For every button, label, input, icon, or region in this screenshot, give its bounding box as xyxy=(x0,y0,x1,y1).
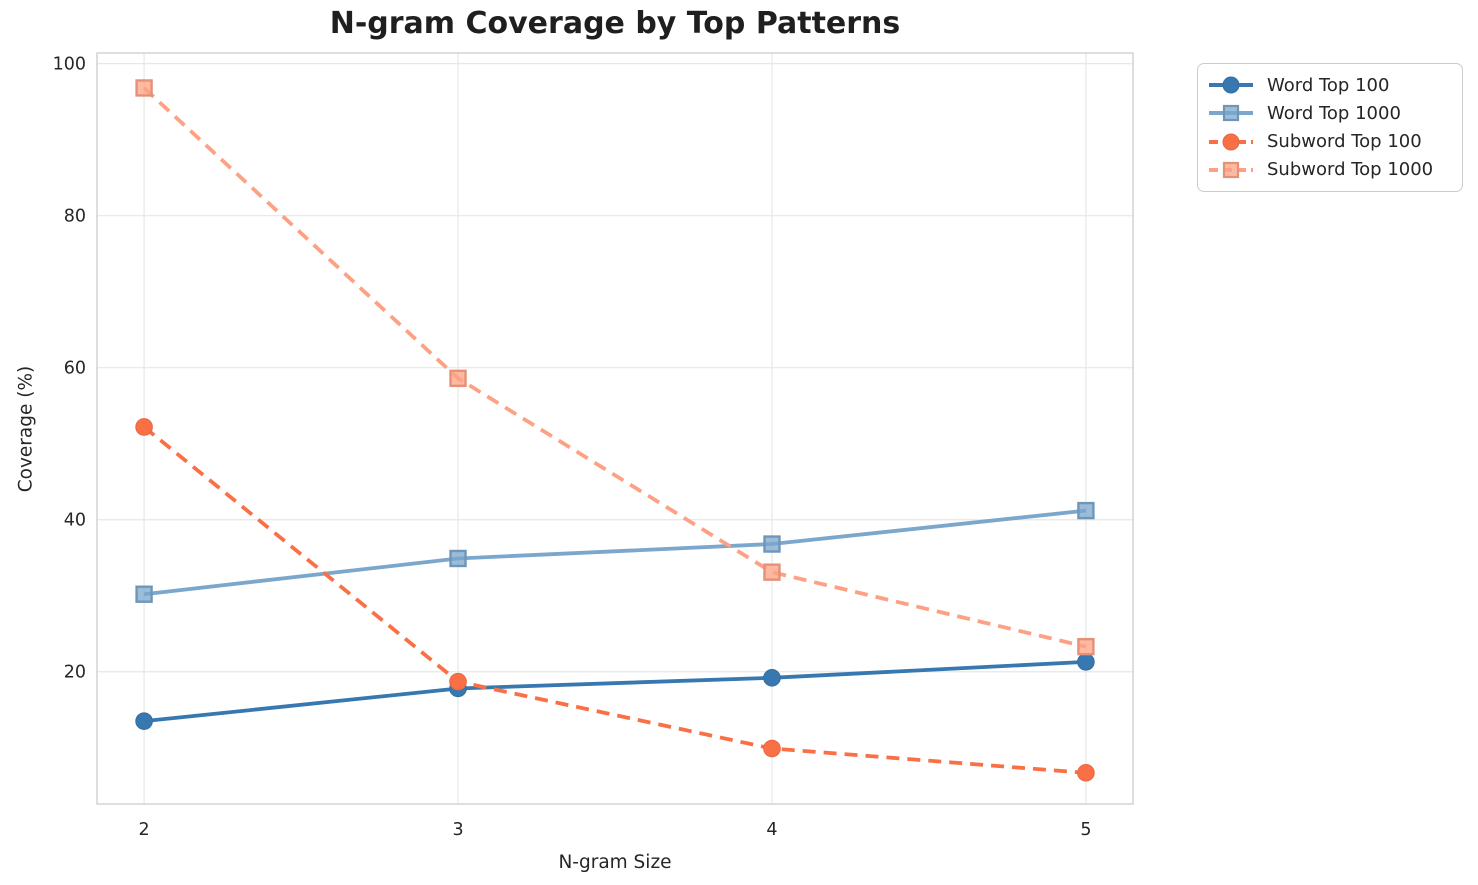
legend-marker xyxy=(1222,105,1240,122)
data-point-2 xyxy=(449,672,467,691)
data-point-1 xyxy=(135,585,153,603)
legend-item-subword-top-1000: Subword Top 1000 xyxy=(1208,156,1448,184)
x-tick-label: 4 xyxy=(766,820,777,840)
y-tick-label: 60 xyxy=(64,359,86,379)
data-point-0 xyxy=(763,669,781,687)
x-axis-label: N-gram Size xyxy=(558,852,672,873)
legend: Word Top 100 Word Top 1000 Subword Top 100… xyxy=(1197,63,1463,192)
series-line-2 xyxy=(142,425,1087,775)
data-point-3 xyxy=(449,369,467,388)
y-tick-label: 80 xyxy=(64,207,86,227)
plot-background xyxy=(97,53,1133,804)
data-point-2 xyxy=(763,739,781,758)
legend-line-sample xyxy=(1209,76,1253,94)
data-point-0 xyxy=(1077,653,1095,671)
y-tick-label: 100 xyxy=(53,55,86,75)
y-tick-label: 40 xyxy=(64,511,86,531)
legend-line-sample xyxy=(1209,161,1253,178)
legend-label: Subword Top 1000 xyxy=(1267,159,1434,181)
data-point-1 xyxy=(1077,501,1095,520)
data-point-1 xyxy=(449,549,467,568)
legend-line-sample xyxy=(1209,105,1253,122)
data-point-3 xyxy=(763,563,781,581)
legend-item-subword-top-100: Subword Top 100 xyxy=(1208,128,1448,156)
legend-item-word-top-1000: Word Top 1000 xyxy=(1208,99,1448,127)
data-point-3 xyxy=(1077,637,1095,656)
x-tick-label: 2 xyxy=(139,820,150,840)
x-tick-label: 5 xyxy=(1080,820,1091,840)
legend-label: Word Top 100 xyxy=(1267,74,1390,96)
y-tick-label: 20 xyxy=(64,663,86,683)
legend-label: Word Top 1000 xyxy=(1267,102,1401,124)
data-point-0 xyxy=(135,712,153,730)
plot-frame xyxy=(96,52,1134,805)
x-tick-label: 3 xyxy=(452,820,463,840)
chart-title: N-gram Coverage by Top Patterns xyxy=(329,6,901,41)
legend-item-word-top-100: Word Top 100 xyxy=(1208,71,1448,99)
data-point-2 xyxy=(1077,764,1095,782)
data-point-1 xyxy=(763,535,781,553)
series-line-3 xyxy=(142,86,1087,649)
legend-line-sample xyxy=(1209,133,1253,151)
series-line-0 xyxy=(143,659,1087,724)
data-point-3 xyxy=(135,79,153,97)
series-line-1 xyxy=(143,508,1087,597)
y-axis-label: Coverage (%) xyxy=(15,365,37,493)
legend-marker xyxy=(1222,76,1240,94)
data-point-2 xyxy=(135,418,153,436)
legend-marker xyxy=(1222,161,1240,178)
legend-marker xyxy=(1222,133,1240,151)
legend-label: Subword Top 100 xyxy=(1267,131,1422,153)
